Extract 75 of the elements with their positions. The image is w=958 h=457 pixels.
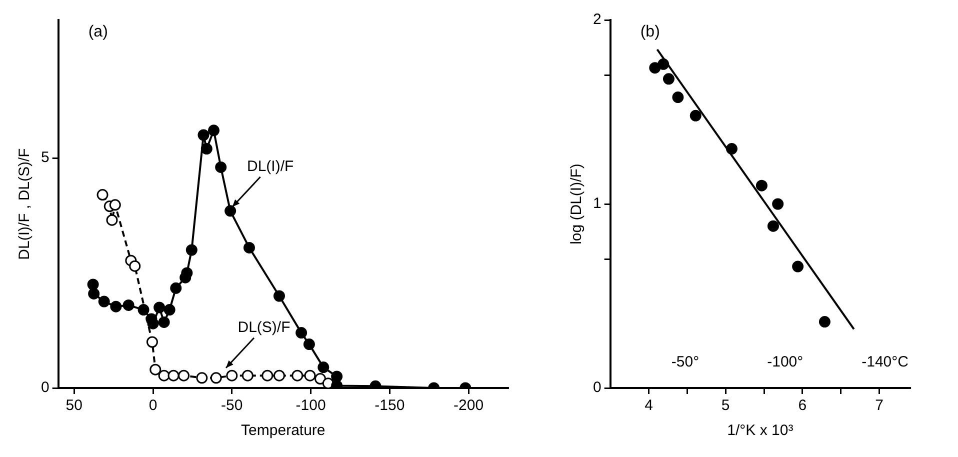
point <box>129 260 141 272</box>
point <box>226 370 238 382</box>
point <box>292 370 304 382</box>
x-tick-label: 50 <box>66 397 82 414</box>
x-tick-label: 7 <box>875 397 884 414</box>
point <box>154 302 166 314</box>
point <box>168 370 180 382</box>
point <box>331 370 343 382</box>
point <box>244 242 255 254</box>
point <box>200 143 212 155</box>
y-axis-title: DL(I)/F , DL(S)/F <box>16 148 34 260</box>
x-tick-label: -200 <box>454 397 484 414</box>
point <box>662 73 674 85</box>
x-tick-label: 0 <box>148 397 158 414</box>
point <box>273 370 285 382</box>
point <box>110 300 122 312</box>
point <box>122 299 134 311</box>
point <box>296 327 308 339</box>
point <box>262 370 274 382</box>
point <box>304 370 316 382</box>
point <box>138 304 150 316</box>
y-tick-label: 0 <box>593 379 602 396</box>
point <box>88 288 100 300</box>
point <box>98 296 110 308</box>
annotation: -100° <box>767 354 804 371</box>
point <box>273 290 285 302</box>
point <box>178 370 190 382</box>
x-axis-title: Temperature <box>241 422 326 440</box>
point <box>146 336 158 348</box>
point <box>767 220 779 232</box>
point <box>109 199 121 211</box>
chart-title: (a) <box>88 23 108 40</box>
annotation: DL(S)/F <box>238 318 290 336</box>
point <box>303 338 315 350</box>
point <box>210 372 222 384</box>
point <box>818 316 830 328</box>
point <box>186 244 198 256</box>
point <box>150 364 162 376</box>
point <box>314 373 326 385</box>
point <box>772 198 784 210</box>
point <box>318 362 330 374</box>
y-tick-label: 1 <box>593 195 602 212</box>
point <box>208 124 220 136</box>
point <box>726 143 738 155</box>
point <box>198 129 210 141</box>
point <box>224 205 236 217</box>
x-tick-label: -100 <box>296 397 326 414</box>
chart-title: (b) <box>640 23 660 40</box>
point <box>649 62 661 74</box>
point <box>96 189 108 201</box>
point <box>658 58 670 70</box>
x-tick-label: -150 <box>374 397 405 414</box>
x-tick-label: -50 <box>221 397 243 414</box>
y-axis-title: log (DL(I)/F) <box>568 164 586 244</box>
point <box>792 260 804 272</box>
annotation: -50° <box>671 354 700 371</box>
point <box>215 161 227 173</box>
point <box>158 370 170 382</box>
point <box>170 282 182 294</box>
x-axis-title: 1/°K x 10³ <box>727 422 794 440</box>
point <box>158 316 170 328</box>
point <box>242 370 254 382</box>
point <box>106 214 118 226</box>
point <box>672 92 684 104</box>
y-tick-label: 2 <box>593 11 602 28</box>
point <box>87 278 99 290</box>
x-tick-label: 6 <box>798 397 807 414</box>
annotation: DL(I)/F <box>246 158 294 175</box>
point <box>756 180 768 192</box>
point <box>196 372 208 384</box>
x-tick-label: 5 <box>721 397 730 414</box>
annotation: -140°C <box>862 354 909 371</box>
x-tick-label: 4 <box>644 397 653 414</box>
point <box>164 304 176 316</box>
point <box>690 110 702 122</box>
